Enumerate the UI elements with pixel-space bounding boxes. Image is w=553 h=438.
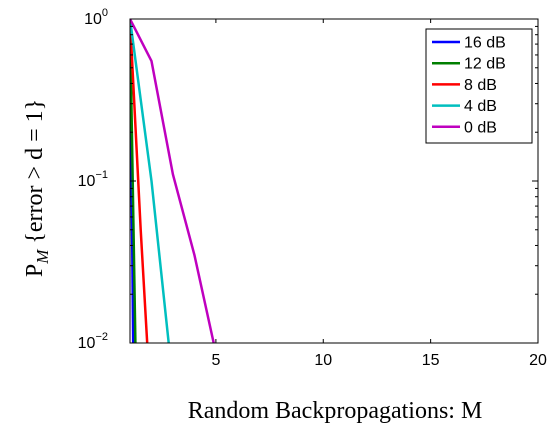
legend-label: 4 dB [464,98,497,115]
y-tick-label: 10−1 [78,169,108,190]
y-tick-label: 100 [84,7,108,28]
series-line-0-db [130,19,215,343]
y-tick-label: 10−2 [78,331,108,352]
y-tick-exponent: −1 [95,169,108,181]
y-axis-title-subscript: M [33,249,52,265]
y-axis-title-rest: {error > d = 1} [22,99,48,250]
series-line-8-db [130,19,149,343]
series-line-4-db [130,19,170,343]
y-axis-title: PM {error > d = 1} [22,99,52,277]
x-tick-label: 20 [529,352,547,369]
y-tick-exponent: −2 [95,331,108,343]
x-axis-title: Random Backpropagations: M [188,398,483,424]
legend-label: 0 dB [464,119,497,136]
y-tick-exponent: 0 [102,7,108,19]
x-axis-title-text: Random Backpropagations: M [188,398,483,424]
legend-label: 12 dB [464,56,506,73]
x-tick-label: 10 [314,352,332,369]
x-tick-label: 5 [211,352,220,369]
legend-label: 16 dB [464,35,506,52]
legend: 16 dB 12 dB 8 dB 4 dB 0 dB [425,28,533,144]
x-tick-label: 15 [422,352,440,369]
y-axis-title-p: P [22,264,48,277]
legend-box [425,28,533,144]
legend-label: 8 dB [464,77,497,94]
